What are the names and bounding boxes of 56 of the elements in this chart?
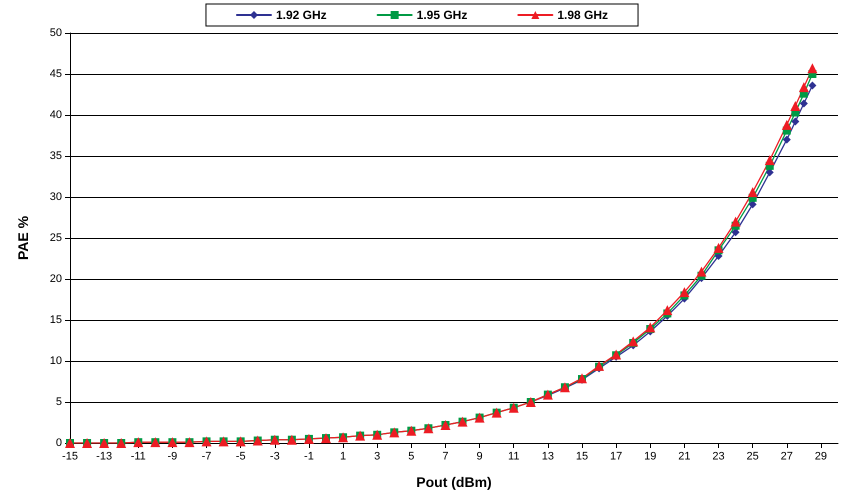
point [782, 136, 791, 144]
point [730, 216, 741, 227]
x-tick-label: 17 [610, 450, 622, 462]
x-axis-title: Pout (dBm) [416, 474, 492, 490]
y-axis-title: PAE % [15, 215, 31, 260]
x-tick-label: -9 [168, 450, 178, 462]
y-tick-label: 45 [50, 68, 62, 80]
point [764, 155, 775, 166]
point [790, 100, 800, 111]
point [800, 100, 808, 108]
legend-label: 1.98 GHz [557, 8, 608, 22]
point [645, 322, 656, 332]
point [679, 287, 690, 298]
y-tick-label: 25 [50, 232, 62, 244]
point [714, 242, 724, 253]
point [808, 81, 816, 90]
x-tick-label: 25 [746, 450, 759, 462]
point [696, 266, 706, 277]
x-tick-label: 19 [644, 450, 656, 462]
y-tick-label: 50 [50, 27, 62, 39]
x-tick-label: 27 [780, 450, 793, 462]
x-tick-label: 23 [712, 450, 725, 462]
x-tick-label: 5 [408, 450, 414, 462]
x-tick-label: -5 [236, 450, 246, 462]
x-tick-label: 15 [576, 450, 588, 462]
x-tick-label: -13 [96, 450, 112, 462]
point [628, 336, 638, 346]
x-tick-label: 13 [542, 450, 554, 462]
point [662, 305, 672, 316]
point [782, 120, 792, 130]
legend-label: 1.95 GHz [416, 8, 468, 22]
y-tick-label: 35 [50, 150, 62, 162]
point [748, 187, 758, 198]
y-tick-label: 20 [50, 273, 62, 285]
x-tick-label: 3 [374, 450, 380, 462]
x-tick-label: 21 [678, 450, 691, 462]
x-tick-label: -15 [62, 450, 78, 462]
y-tick-label: 30 [50, 191, 62, 203]
x-tick-label: -7 [202, 450, 212, 462]
x-tick-label: -3 [270, 450, 280, 462]
y-tick-label: 15 [50, 314, 62, 326]
legend-label: 1.92 GHz [276, 8, 327, 22]
x-tick-label: 11 [508, 450, 520, 462]
x-tick-label: 1 [340, 450, 346, 462]
x-tick-label: -11 [130, 450, 146, 462]
x-tick-label: 9 [476, 450, 483, 462]
y-tick-label: 10 [50, 355, 62, 367]
point [791, 118, 800, 126]
point [807, 63, 818, 74]
y-tick-label: 0 [56, 437, 62, 449]
x-tick-label: -1 [304, 450, 314, 462]
x-tick-label: 29 [814, 450, 828, 462]
y-tick-label: 40 [50, 109, 62, 121]
x-tick-label: 7 [442, 450, 449, 462]
point [798, 82, 809, 92]
y-tick-label: 5 [56, 396, 62, 408]
